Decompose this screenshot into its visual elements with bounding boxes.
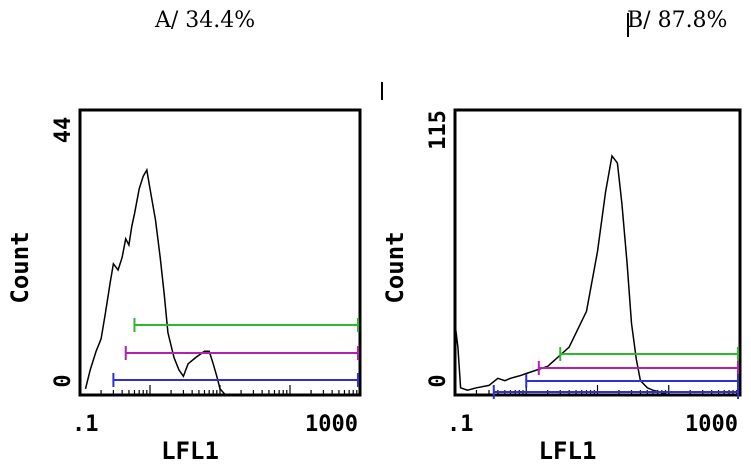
- chart-a-y-tick-label-0: 0: [51, 374, 76, 387]
- stray-mark: [381, 82, 383, 100]
- chart-a-histogram-line: [84, 167, 227, 396]
- chart-b-y-axis-label: Count: [381, 231, 409, 303]
- caption-b-bar: [627, 13, 629, 37]
- chart-b-caption: B/ 87.8%: [627, 8, 728, 33]
- chart-a-x-tick-label-0: .1: [72, 412, 99, 437]
- chart-b-x-tick-label-0: .1: [447, 412, 474, 437]
- chart-a-caption: A/ 34.4%: [155, 8, 256, 33]
- chart-b-x-tick-label-1: 1000: [685, 412, 738, 437]
- chart-a-y-tick-label-1: 44: [51, 117, 76, 144]
- chart-b-y-tick-label-1: 115: [426, 110, 451, 150]
- chart-b-y-tick-label-0: 0: [426, 374, 451, 387]
- chart-b-histogram-line: [454, 154, 670, 396]
- chart-a-x-tick-label-1: 1000: [305, 412, 358, 437]
- chart-a-x-axis-label: LFL1: [161, 437, 219, 465]
- chart-a-y-axis-label: Count: [6, 231, 34, 303]
- chart-b-x-axis-label: LFL1: [539, 437, 597, 465]
